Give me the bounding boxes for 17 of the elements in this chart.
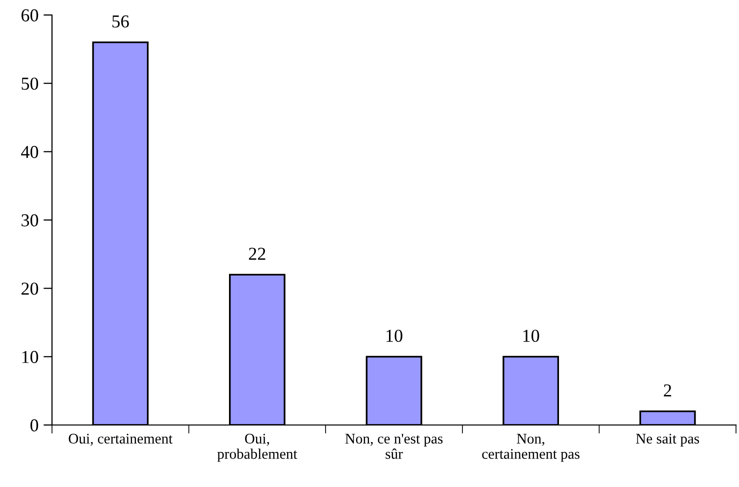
y-tick-label: 60 bbox=[22, 9, 38, 22]
y-tick-label: 0 bbox=[30, 419, 38, 432]
x-tick-label: Oui, probablement bbox=[217, 434, 298, 462]
data-label: 2 bbox=[664, 384, 672, 396]
y-tick-label: 40 bbox=[21, 146, 38, 158]
y-tick-label: 30 bbox=[22, 214, 38, 226]
data-label: 56 bbox=[112, 15, 129, 28]
x-tick-label: Non, certainement pas bbox=[482, 434, 580, 462]
y-tick-label: 50 bbox=[22, 78, 38, 90]
y-tick-label: 20 bbox=[22, 282, 38, 295]
data-label: 22 bbox=[248, 248, 266, 260]
x-tick-label: Oui, certainement bbox=[68, 434, 173, 446]
x-tick-label: Ne sait pas bbox=[636, 434, 700, 447]
data-label: 10 bbox=[386, 330, 402, 342]
y-tick-label: 10 bbox=[22, 350, 38, 364]
x-tick-label: Non, ce n'est pas sûr bbox=[345, 434, 443, 459]
data-label: 10 bbox=[523, 330, 540, 342]
